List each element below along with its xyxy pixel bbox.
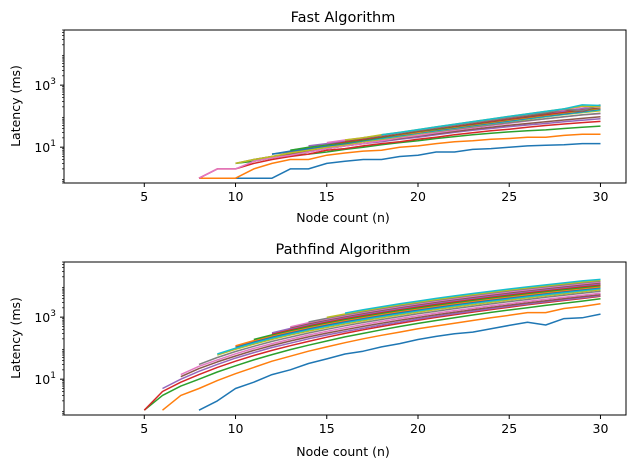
pathfind-algorithm-x-tick-label: 25 <box>501 421 517 436</box>
pathfind-algorithm-series-line-3 <box>143 298 601 411</box>
pathfind-algorithm-series-line-20 <box>344 278 601 314</box>
fast-algorithm-series-line-4 <box>198 120 601 179</box>
pathfind-algorithm-x-tick-label: 10 <box>228 421 244 436</box>
pathfind-algorithm-series-line-5 <box>162 294 601 390</box>
pathfind-algorithm-series-line-14 <box>271 283 601 335</box>
fast-algorithm-x-ticks: 5 10 15 20 25 30 <box>140 183 608 204</box>
fast-algorithm-x-tick-label: 10 <box>228 189 244 204</box>
pathfind-algorithm-series-line-13 <box>253 284 601 341</box>
fast-algorithm-x-tick-label: 30 <box>593 189 609 204</box>
pathfind-algorithm-series-line-19 <box>326 279 601 319</box>
fast-algorithm-y-tick-label: 101 <box>34 139 56 155</box>
pathfind-algorithm-panel: Pathfind Algorithm 5 10 15 20 25 30 101 103 No… <box>8 242 627 459</box>
pathfind-algorithm-series-line-10 <box>217 287 601 355</box>
pathfind-algorithm-series-line-17 <box>290 281 601 328</box>
pathfind-algorithm-y-ticks: 101 103 <box>34 261 64 416</box>
pathfind-algorithm-x-tick-label: 20 <box>410 421 426 436</box>
pathfind-algorithm-y-tick-label: 101 <box>34 371 56 387</box>
pathfind-algorithm-series <box>143 278 601 411</box>
pathfind-algorithm-x-tick-label: 30 <box>593 421 609 436</box>
pathfind-algorithm-x-axis-label: Node count (n) <box>296 444 390 459</box>
fast-algorithm-x-tick-label: 20 <box>410 189 426 204</box>
pathfind-algorithm-y-tick-label: 103 <box>34 309 56 325</box>
fast-algorithm-panel: Fast Algorithm 5 10 15 20 25 30 101 103 Node c… <box>8 10 627 225</box>
pathfind-algorithm-y-axis-label: Latency (ms) <box>8 297 23 379</box>
fast-algorithm-x-tick-label: 5 <box>140 189 148 204</box>
pathfind-algorithm-series-line-6 <box>180 293 601 378</box>
fast-algorithm-series-line-1 <box>235 142 601 179</box>
pathfind-algorithm-series-line-2 <box>162 303 601 411</box>
fast-algorithm-x-axis-label: Node count (n) <box>296 210 390 225</box>
pathfind-algorithm-x-tick-label: 15 <box>319 421 335 436</box>
fast-algorithm-series-line-2 <box>199 133 601 179</box>
pathfind-algorithm-series-line-4 <box>143 295 601 411</box>
pathfind-algorithm-series-line-15 <box>271 282 601 334</box>
pathfind-algorithm-series-line-12 <box>235 285 601 347</box>
fast-algorithm-y-ticks: 101 103 <box>34 29 64 184</box>
fast-algorithm-title: Fast Algorithm <box>291 10 396 26</box>
fast-algorithm-series-line-20 <box>381 104 601 136</box>
pathfind-algorithm-x-tick-label: 5 <box>140 421 148 436</box>
fast-algorithm-series <box>198 104 601 179</box>
fast-algorithm-x-tick-label: 25 <box>501 189 517 204</box>
pathfind-algorithm-series-line-11 <box>235 286 601 348</box>
pathfind-algorithm-series-line-8 <box>198 290 601 366</box>
pathfind-algorithm-title: Pathfind Algorithm <box>275 242 410 258</box>
pathfind-algorithm-series-line-9 <box>217 289 601 356</box>
pathfind-algorithm-x-ticks: 5 10 15 20 25 30 <box>140 415 608 436</box>
fast-algorithm-axes-frame <box>63 29 627 184</box>
fast-algorithm-x-tick-label: 15 <box>319 189 335 204</box>
pathfind-algorithm-series-line-7 <box>180 292 601 376</box>
fast-algorithm-y-axis-label: Latency (ms) <box>8 65 23 147</box>
fast-algorithm-y-tick-label: 103 <box>34 77 56 93</box>
pathfind-algorithm-series-line-16 <box>290 281 601 329</box>
pathfind-algorithm-series-line-1 <box>198 313 601 411</box>
